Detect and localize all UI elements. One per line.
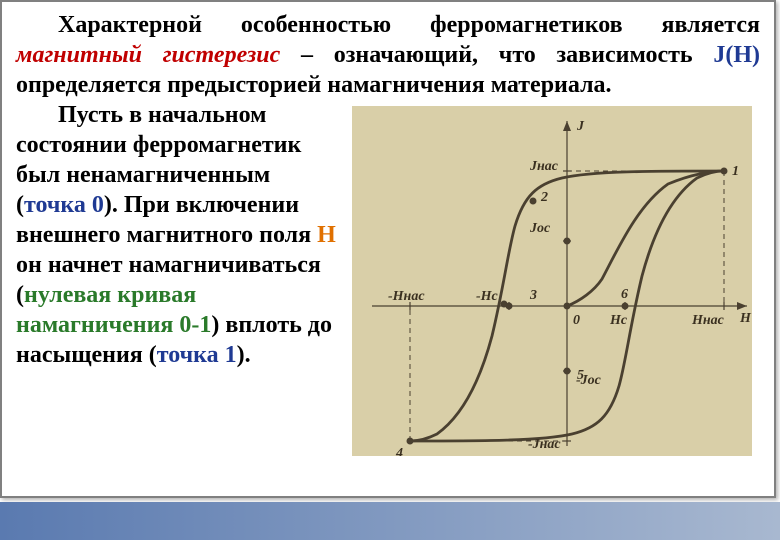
paragraph-2: Пусть в начальном состоянии ферромагнети…: [16, 100, 352, 370]
footer-bar: [0, 502, 780, 540]
svg-text:-Jос: -Jос: [576, 373, 602, 388]
term-point0: точка 0: [24, 192, 104, 218]
term-point1: точка 1: [157, 342, 237, 368]
p1-part-a: Характерной особенностью ферромагнетиков…: [58, 12, 760, 38]
svg-text:Jнас: Jнас: [529, 159, 559, 174]
slide: Характерной особенностью ферромагнетиков…: [0, 0, 776, 498]
p1-part-e: определяется предысторией намагничения м…: [16, 72, 612, 98]
svg-text:-Hнас: -Hнас: [388, 289, 425, 304]
svg-text:1: 1: [732, 164, 739, 179]
term-hysteresis: магнитный гистерезис: [16, 42, 280, 68]
svg-text:Hс: Hс: [609, 313, 628, 328]
row-text-diagram: Пусть в начальном состоянии ферромагнети…: [16, 100, 760, 456]
term-h: H: [317, 222, 336, 248]
svg-text:2: 2: [540, 190, 548, 205]
svg-text:H: H: [739, 311, 752, 326]
svg-text:3: 3: [529, 288, 537, 303]
svg-text:J: J: [576, 119, 585, 134]
p2-part-i: ).: [237, 342, 251, 368]
svg-text:Hнас: Hнас: [691, 313, 725, 328]
paragraph-1: Характерной особенностью ферромагнетиков…: [16, 10, 760, 100]
svg-text:0: 0: [573, 313, 580, 328]
svg-text:4: 4: [395, 446, 403, 456]
svg-text:-Hс: -Hс: [476, 289, 499, 304]
diagram-container: 1254630JHJнасJос-Jос-JнасHс-HсHнас-Hнас: [352, 100, 760, 456]
p1-part-c: – означающий, что зависимость: [280, 42, 713, 68]
term-jh: J(H): [713, 42, 760, 68]
svg-text:6: 6: [621, 287, 628, 302]
term-virgin-curve: нулевая кривая намагничения 0-1: [16, 282, 211, 338]
slide-content: Характерной особенностью ферромагнетиков…: [2, 2, 774, 464]
svg-text:-Jнас: -Jнас: [528, 437, 561, 452]
hysteresis-diagram: 1254630JHJнасJос-Jос-JнасHс-HсHнас-Hнас: [352, 106, 752, 456]
svg-text:Jос: Jос: [529, 221, 551, 236]
